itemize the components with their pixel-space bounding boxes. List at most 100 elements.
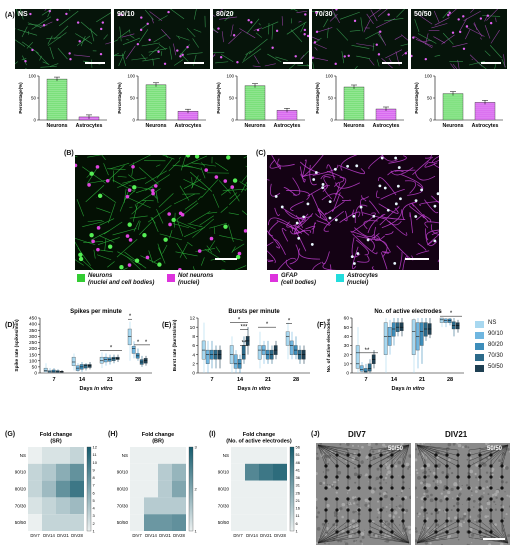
y-tick-label: 100 <box>127 74 135 79</box>
cell-texture <box>325 454 329 458</box>
neurite <box>139 221 152 235</box>
x-tick-label: 28 <box>447 377 453 383</box>
cell-texture <box>465 484 469 487</box>
fiber <box>300 54 305 60</box>
electrode <box>423 464 427 468</box>
neurite <box>135 186 154 194</box>
gfap-fiber <box>340 155 357 171</box>
cell-texture <box>432 480 435 483</box>
fiber <box>75 33 93 44</box>
gfap-fiber <box>426 229 439 241</box>
cell-texture <box>397 460 402 465</box>
cell-texture <box>485 507 488 510</box>
panel-label-f: (F) <box>317 322 326 329</box>
fiber <box>377 9 388 17</box>
cell-texture <box>398 495 400 497</box>
cell-texture <box>364 498 368 502</box>
cell-texture <box>495 489 500 494</box>
nucleus <box>69 58 72 61</box>
nucleus <box>68 52 71 55</box>
cell-texture <box>375 476 380 481</box>
box <box>439 317 444 323</box>
fiber <box>450 63 455 69</box>
y-tick-label: 8 <box>192 334 195 340</box>
box <box>399 322 404 331</box>
neurite <box>76 198 84 217</box>
legend-label: 50/50 <box>488 364 504 370</box>
cell-texture <box>415 458 418 462</box>
neurite <box>172 164 193 168</box>
astrocyte-nucleus <box>433 204 437 208</box>
nucleus <box>353 19 357 23</box>
gfap-fiber <box>376 190 380 199</box>
astrocyte-nucleus <box>297 236 301 240</box>
cell-texture <box>487 493 490 496</box>
neurite <box>165 155 168 158</box>
cell-texture <box>461 484 463 487</box>
nucleus <box>179 55 182 58</box>
fiber <box>24 68 27 69</box>
fiber <box>431 23 448 29</box>
cell-texture <box>388 464 392 467</box>
astrocyte-nucleus <box>397 166 401 169</box>
neurite <box>151 217 159 233</box>
neurite <box>228 224 234 242</box>
colorbar-tick-label: 4 <box>93 506 96 511</box>
cell-texture <box>367 481 369 483</box>
category-label: Neurons <box>442 123 463 129</box>
nucleus <box>163 62 167 65</box>
nucleus <box>294 55 297 58</box>
y-tick-label: 100 <box>29 358 37 364</box>
neurite <box>75 241 82 254</box>
colorbar-tick-label: 3 <box>93 513 96 518</box>
nucleus <box>181 53 184 57</box>
electrode <box>390 453 394 457</box>
gfap-fiber <box>318 207 328 221</box>
cell-texture <box>418 533 420 536</box>
cell-texture <box>442 510 445 512</box>
cell-texture <box>457 443 462 448</box>
gfap-fiber <box>354 204 368 223</box>
cell-texture <box>387 522 391 526</box>
y-tick-label: 50 <box>427 96 433 101</box>
neurite <box>145 170 167 184</box>
fiber <box>267 53 282 63</box>
cell-texture <box>474 472 477 476</box>
electrode <box>445 475 449 479</box>
neurite <box>183 227 205 238</box>
gfap-fiber <box>290 201 304 212</box>
electrode <box>346 530 350 534</box>
colorbar <box>188 446 194 532</box>
cell-texture <box>394 464 398 468</box>
electrode <box>445 530 449 534</box>
electrode <box>401 464 405 468</box>
gfap-fiber <box>385 218 402 226</box>
box <box>83 364 88 369</box>
colorbar-tick-label: 26 <box>296 490 301 495</box>
gfap-fiber <box>409 205 427 220</box>
cell-texture <box>438 519 440 521</box>
percentage-bar-chart: 0 50 100 Percentage(%) Neurons Astrocytes <box>414 74 503 129</box>
electrode <box>401 497 405 501</box>
neurite <box>229 192 238 200</box>
box <box>411 319 416 355</box>
cell-texture <box>466 543 469 545</box>
fiber <box>186 52 203 55</box>
heatmap-row-label: NS <box>20 453 26 458</box>
astrocyte-nucleus <box>328 200 332 204</box>
panel-label-e: (E) <box>162 322 172 329</box>
gfap-fiber <box>387 170 404 176</box>
gfap-fiber <box>431 195 439 204</box>
category-label: Neurons <box>343 123 364 129</box>
neurite <box>229 194 241 205</box>
heatmap-col-label: DIV7 <box>30 533 40 538</box>
fiber <box>286 21 307 35</box>
nucleus <box>24 60 27 63</box>
heatmap-cell <box>56 463 70 481</box>
nucleus <box>209 236 214 241</box>
fiber <box>27 22 42 28</box>
nucleus <box>56 18 59 21</box>
category-label: Neurons <box>244 123 265 129</box>
electrode <box>478 519 482 523</box>
heatmap-col-label: DIV28 <box>274 533 286 538</box>
